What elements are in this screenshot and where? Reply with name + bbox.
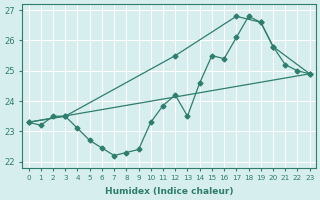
X-axis label: Humidex (Indice chaleur): Humidex (Indice chaleur) — [105, 187, 233, 196]
